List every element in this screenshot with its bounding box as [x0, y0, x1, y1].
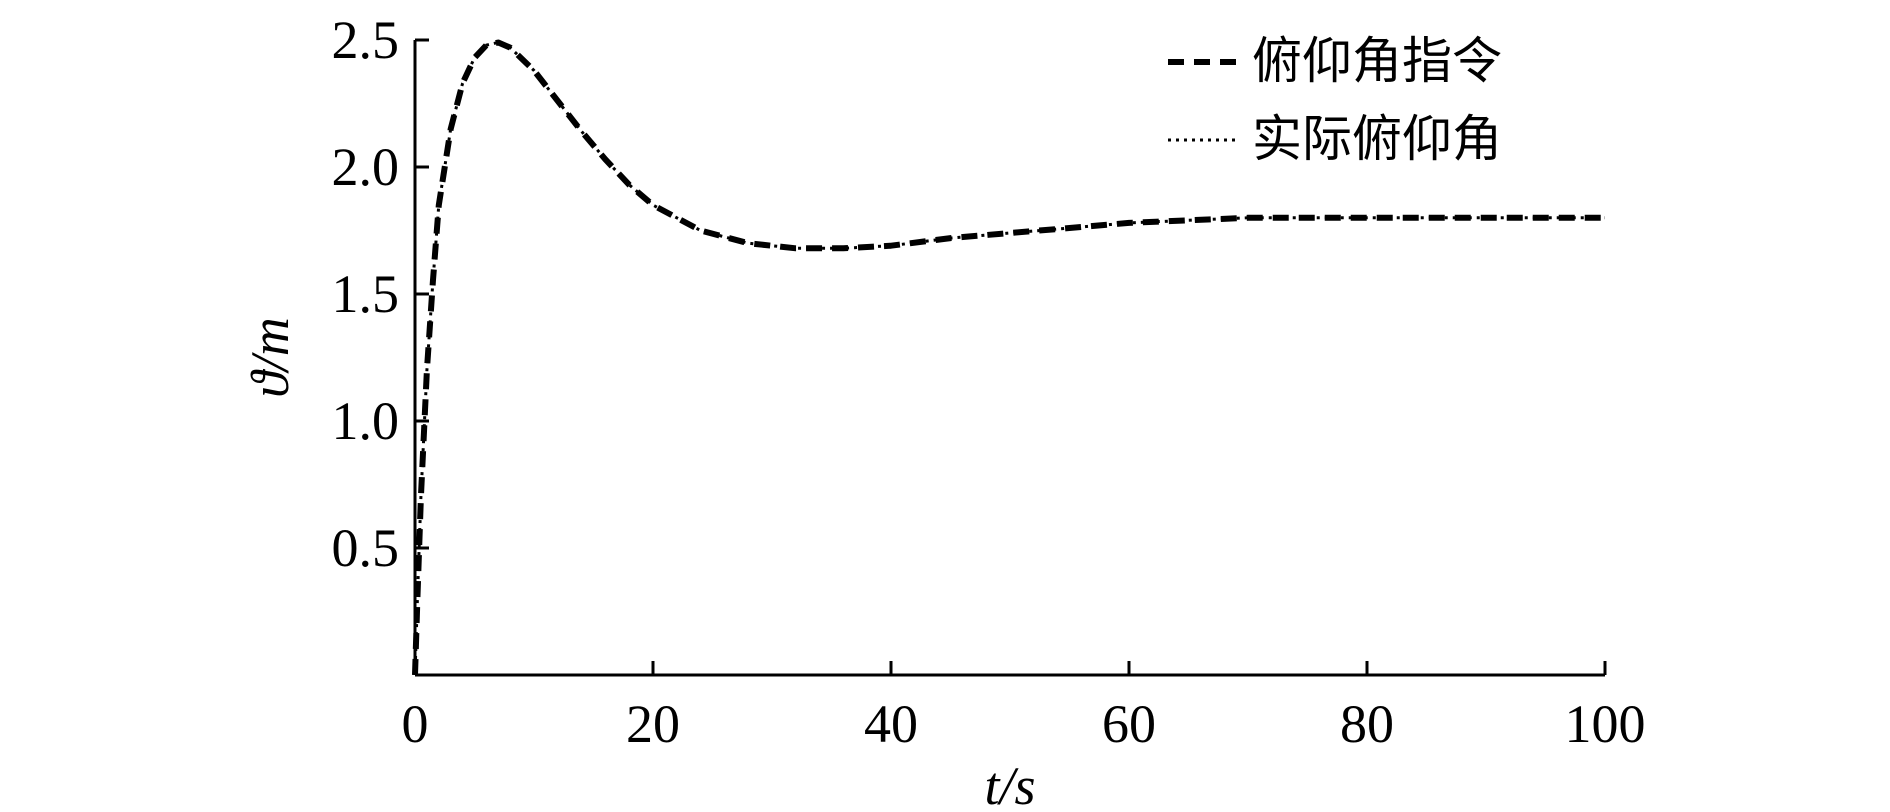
y-tick-label: 2.0 [332, 137, 400, 197]
y-tick-label: 2.5 [332, 10, 400, 70]
y-tick-label: 1.0 [332, 391, 400, 451]
axes: 0 20 40 60 80 100 0.5 1.0 1.5 2.0 2.5 t/s ϑ/m [240, 10, 1646, 812]
x-tick-label: 60 [1102, 694, 1156, 754]
y-tick-label: 0.5 [332, 518, 400, 578]
x-tick-label: 0 [402, 694, 429, 754]
legend-label-2: 实际俯仰角 [1252, 111, 1502, 167]
x-tick-label: 20 [626, 694, 680, 754]
series-line-2 [413, 41, 1605, 676]
y-axis-label: ϑ/m [240, 317, 300, 398]
y-tick-label: 1.5 [332, 264, 400, 324]
x-tick-label: 40 [864, 694, 918, 754]
legend-label-1: 俯仰角指令 [1252, 33, 1502, 89]
x-axis-label: t/s [984, 756, 1035, 812]
x-tick-label: 80 [1340, 694, 1394, 754]
plot-area [412, 39, 1605, 676]
x-tick-label: 100 [1565, 694, 1646, 754]
